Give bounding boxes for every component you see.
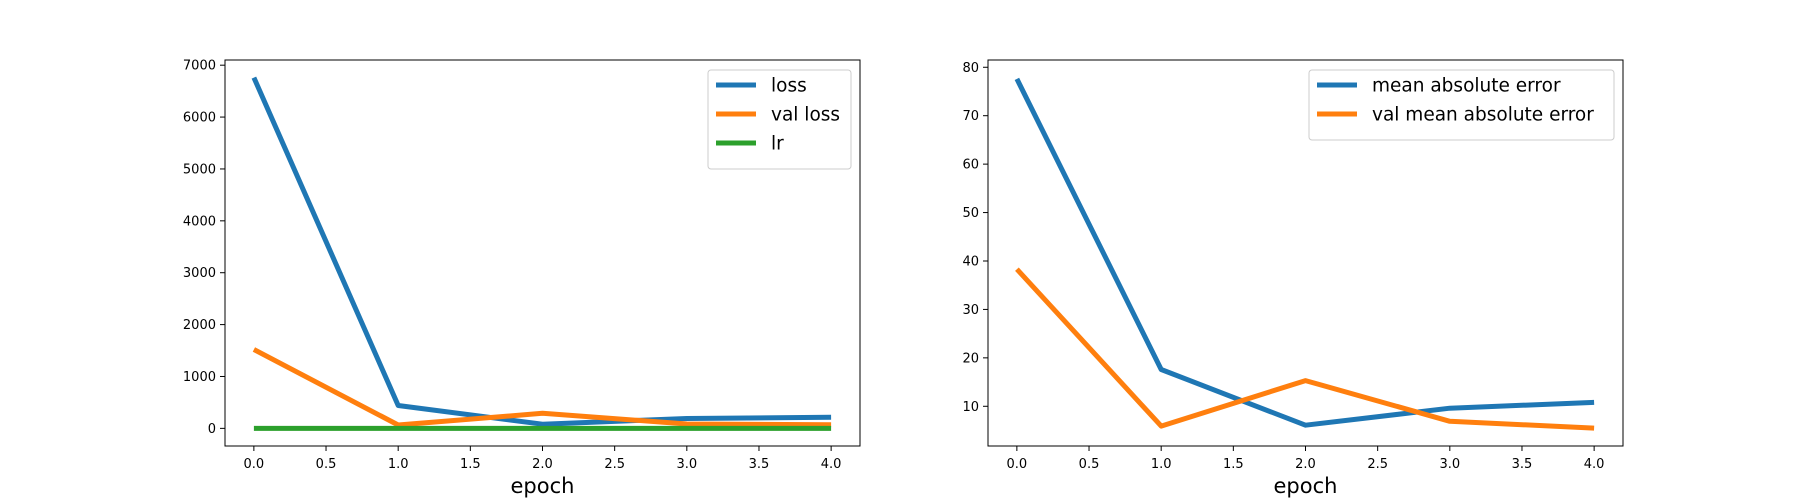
y-tick-label: 1000 bbox=[183, 370, 216, 385]
y-tick-label: 6000 bbox=[183, 111, 216, 126]
x-tick-label: 2.5 bbox=[604, 457, 625, 472]
x-tick-label: 1.0 bbox=[1151, 457, 1172, 472]
x-tick-label: 3.5 bbox=[749, 457, 770, 472]
legend-label-0: loss bbox=[771, 76, 807, 97]
x-tick-label: 1.0 bbox=[388, 457, 409, 472]
axes-frame bbox=[224, 59, 861, 447]
x-tick-label: 4.0 bbox=[1584, 457, 1605, 472]
series-line-0 bbox=[1014, 77, 1595, 428]
series-line-0 bbox=[251, 76, 832, 427]
y-tick-label: 80 bbox=[962, 61, 979, 76]
y-tick-label: 60 bbox=[962, 158, 979, 173]
legend-label-2: lr bbox=[771, 134, 784, 155]
y-tick-label: 30 bbox=[962, 303, 979, 318]
x-tick-label: 2.0 bbox=[532, 457, 553, 472]
x-tick-label: 0.0 bbox=[1007, 457, 1028, 472]
x-tick-label: 4.0 bbox=[821, 457, 842, 472]
y-tick-label: 70 bbox=[962, 109, 979, 124]
legend-label-0: mean absolute error bbox=[1372, 76, 1561, 97]
x-tick-label: 0.5 bbox=[316, 457, 337, 472]
y-tick-label: 0 bbox=[208, 422, 216, 437]
series-line-1 bbox=[1015, 267, 1595, 431]
y-tick-label: 10 bbox=[962, 400, 979, 415]
y-tick-label: 2000 bbox=[183, 318, 216, 333]
y-tick-label: 50 bbox=[962, 206, 979, 221]
x-tick-label: 0.0 bbox=[244, 457, 265, 472]
x-tick-label: 3.0 bbox=[676, 457, 697, 472]
series-line-1 bbox=[252, 347, 832, 428]
x-tick-label: 3.0 bbox=[1439, 457, 1460, 472]
chart-mae: 0.0 0.5 1.0 1.5 2.0 2.5 3.0 3.5 4.0 10 20 30 40 50 60 7… bbox=[962, 59, 1624, 498]
legend-label-1: val mean absolute error bbox=[1372, 105, 1594, 126]
y-tick-label: 20 bbox=[962, 351, 979, 366]
y-tick-label: 3000 bbox=[183, 266, 216, 281]
x-axis-label: epoch bbox=[1274, 474, 1338, 498]
y-tick-label: 40 bbox=[962, 254, 979, 269]
x-tick-label: 0.5 bbox=[1079, 457, 1100, 472]
x-tick-label: 1.5 bbox=[460, 457, 481, 472]
x-axis-label: epoch bbox=[511, 474, 575, 498]
y-tick-label: 7000 bbox=[183, 59, 216, 74]
x-tick-label: 3.5 bbox=[1512, 457, 1533, 472]
y-tick-label: 4000 bbox=[183, 214, 216, 229]
x-tick-label: 1.5 bbox=[1223, 457, 1244, 472]
axes-frame bbox=[987, 59, 1624, 447]
x-tick-label: 2.0 bbox=[1295, 457, 1316, 472]
legend-label-1: val loss bbox=[771, 105, 840, 126]
y-tick-label: 5000 bbox=[183, 162, 216, 177]
x-tick-label: 2.5 bbox=[1367, 457, 1388, 472]
chart-loss: 0.0 0.5 1.0 1.5 2.0 2.5 3.0 3.5 4.0 0 1000 2000 3000… bbox=[183, 59, 861, 498]
legend-box bbox=[1308, 69, 1615, 141]
